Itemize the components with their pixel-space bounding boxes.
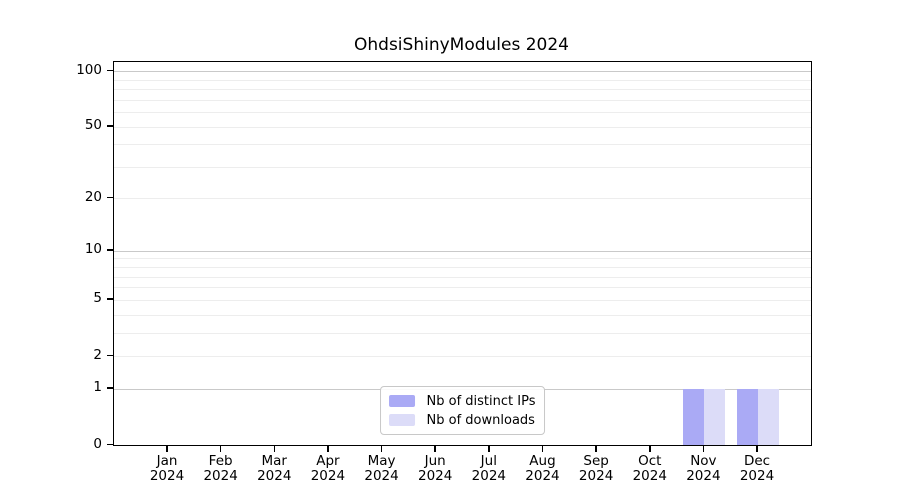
minor-gridline — [114, 267, 811, 269]
y-tick-label: 2 — [93, 346, 102, 363]
x-tick-label: Mar 2024 — [257, 453, 292, 484]
minor-gridline — [114, 332, 811, 334]
minor-gridline — [114, 126, 811, 128]
x-tick-mark — [219, 445, 222, 452]
minor-gridline — [114, 99, 811, 101]
minor-gridline — [114, 144, 811, 146]
y-tick-label: 1 — [93, 379, 102, 396]
x-tick-label: Jun 2024 — [418, 453, 453, 484]
minor-gridline — [114, 79, 811, 81]
minor-gridline — [114, 89, 811, 91]
x-tick-mark — [380, 445, 383, 452]
y-tick-label: 50 — [84, 117, 102, 134]
minor-gridline — [114, 112, 811, 114]
major-gridline — [114, 250, 811, 252]
x-tick-label: Jan 2024 — [149, 453, 185, 484]
y-tick-mark — [107, 69, 113, 72]
x-tick-mark — [273, 445, 276, 452]
x-tick-mark — [488, 445, 490, 452]
minor-gridline — [114, 356, 811, 357]
x-tick-mark — [649, 445, 651, 452]
bar-distinct-ips — [737, 388, 759, 445]
x-tick-mark — [702, 445, 705, 452]
minor-gridline — [114, 198, 811, 200]
y-tick-mark — [107, 249, 113, 251]
y-tick-label: 100 — [76, 61, 102, 78]
y-tick-mark — [107, 354, 113, 356]
minor-gridline — [114, 314, 811, 316]
legend-label: Nb of distinct IPs — [426, 393, 536, 409]
x-tick-mark — [595, 445, 597, 452]
y-tick-mark — [107, 387, 113, 389]
y-tick-label: 20 — [84, 188, 102, 205]
bar-downloads — [758, 388, 780, 445]
x-tick-label: Aug 2024 — [525, 453, 560, 484]
y-tick-mark — [107, 298, 113, 300]
legend-row: Nb of distinct IPs — [388, 393, 536, 409]
chart-title: OhdsiShinyModules 2024 — [354, 35, 569, 55]
bar-downloads — [704, 388, 726, 445]
plot-area: Nb of distinct IPs Nb of downloads — [113, 61, 812, 446]
x-tick-mark — [327, 445, 329, 452]
y-tick-mark — [107, 125, 113, 127]
legend-label: Nb of downloads — [426, 412, 535, 428]
x-tick-label: Apr 2024 — [310, 453, 346, 484]
x-tick-label: Sep 2024 — [578, 453, 614, 484]
minor-gridline — [114, 276, 811, 278]
x-tick-label: Nov 2024 — [686, 453, 721, 484]
minor-gridline — [114, 166, 811, 168]
legend: Nb of distinct IPs Nb of downloads — [379, 386, 546, 435]
major-gridline — [114, 71, 811, 73]
x-tick-label: Oct 2024 — [632, 453, 667, 484]
x-tick-label: Jul 2024 — [471, 453, 506, 484]
minor-gridline — [114, 299, 811, 301]
x-tick-label: Feb 2024 — [203, 453, 238, 484]
x-tick-mark — [166, 445, 168, 452]
x-tick-mark — [434, 445, 436, 452]
minor-gridline — [114, 258, 811, 260]
y-tick-label: 10 — [84, 241, 102, 258]
y-tick-label: 5 — [93, 290, 102, 307]
legend-row: Nb of downloads — [388, 412, 536, 428]
y-tick-mark — [107, 196, 113, 199]
x-tick-label: May 2024 — [364, 453, 399, 484]
bar-distinct-ips — [683, 388, 705, 445]
x-tick-mark — [541, 445, 544, 452]
x-tick-label: Dec 2024 — [739, 453, 775, 484]
y-tick-label: 0 — [93, 435, 102, 452]
x-tick-mark — [756, 445, 758, 452]
y-tick-mark — [107, 443, 113, 445]
legend-swatch-distinct-ips — [388, 395, 415, 407]
legend-swatch-downloads — [388, 414, 415, 426]
minor-gridline — [114, 287, 811, 289]
